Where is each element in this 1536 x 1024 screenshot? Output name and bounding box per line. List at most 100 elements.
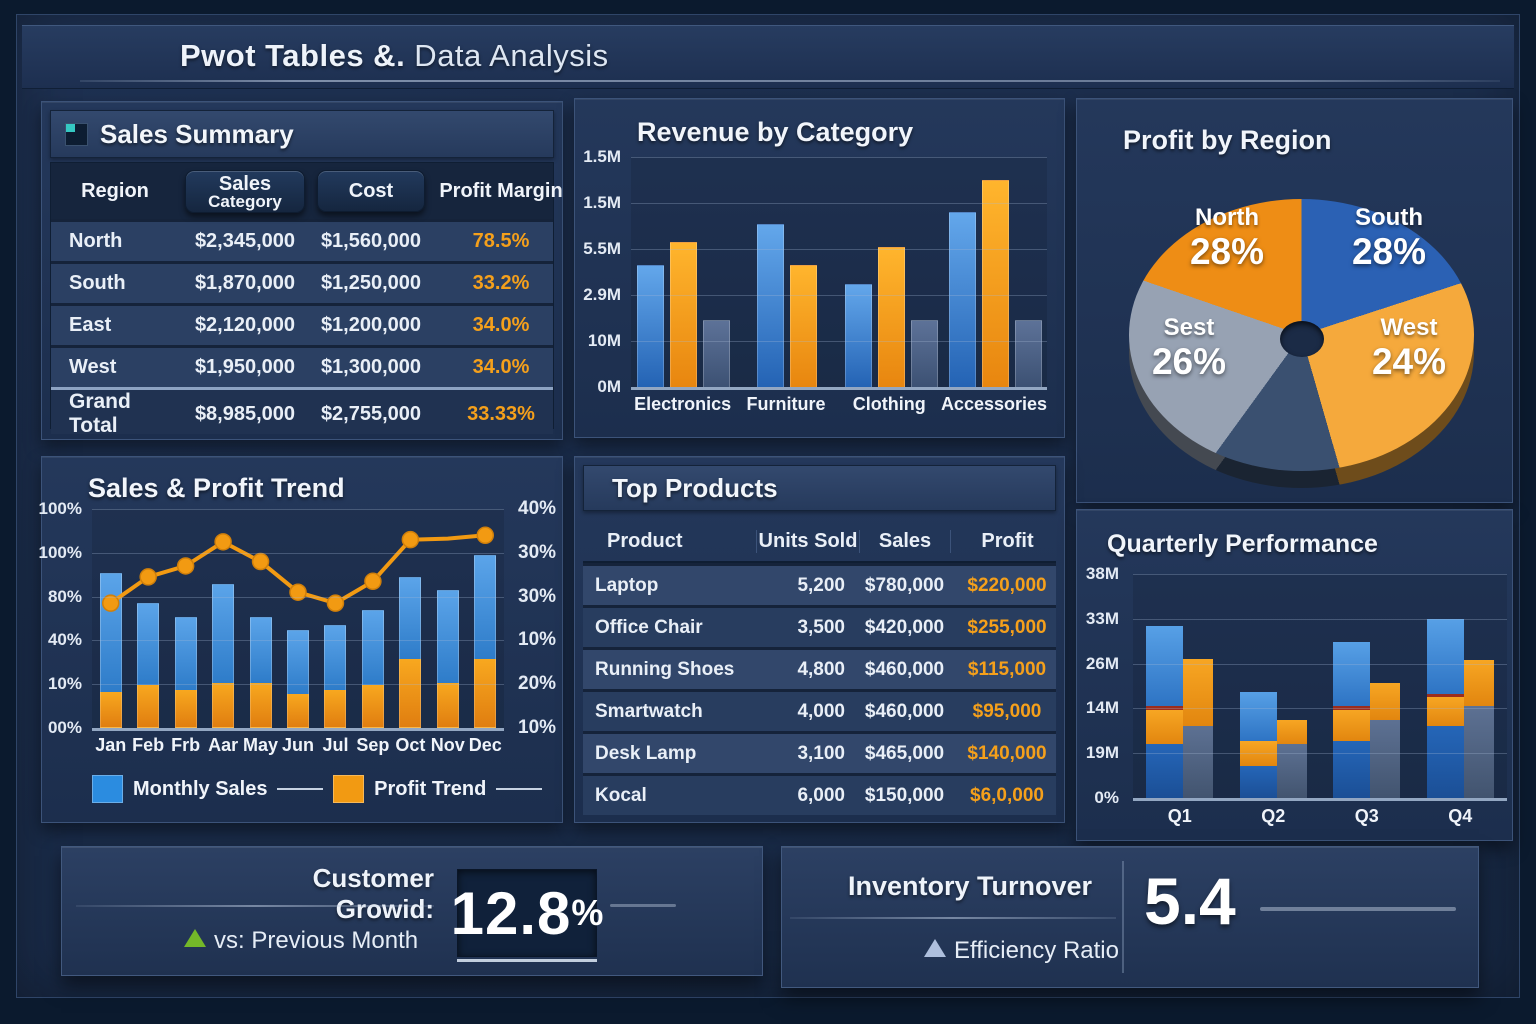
cell-profit: $115,000 xyxy=(967,658,1047,680)
table-row: Laptop 5,200 $780,000 $220,000 xyxy=(583,563,1056,605)
axis-category-label: Clothing xyxy=(852,394,926,414)
bar-segment xyxy=(1276,744,1307,798)
customer-growth-title: Customer Growid: xyxy=(312,863,434,924)
cell-margin: 78.5% xyxy=(472,230,530,252)
top-products-column-headers: Product Units Sold Sales Profit xyxy=(583,521,1056,563)
profit-segment xyxy=(99,691,122,728)
pie-label-name: West xyxy=(1380,314,1438,341)
axis-tick-label: 30% xyxy=(518,541,557,563)
cell-units: 6,000 xyxy=(797,784,845,806)
sales-summary-table: Region Sales Category Cost Profit Margin… xyxy=(50,162,563,437)
bar-orange xyxy=(790,265,817,387)
profit-segment xyxy=(212,683,235,728)
bar-segment xyxy=(1426,693,1464,698)
quarterly-performance-panel: Quarterly Performance 38M 33M 26M 14M 19M 0% … xyxy=(1076,509,1513,841)
table-row: Office Chair 3,500 $420,000 $255,000 xyxy=(583,605,1056,647)
monthly-sales-segment xyxy=(324,625,347,690)
monthly-sales-segment xyxy=(174,616,197,690)
axis-tick-label: 19M xyxy=(1085,743,1119,763)
profit-by-region-panel: Profit by Region North 28% South 28% Ses… xyxy=(1076,98,1513,503)
table-row: Smartwatch 4,000 $460,000 $95,000 xyxy=(583,689,1056,731)
quarterly-y-axis: 38M 33M 26M 14M 19M 0% xyxy=(1077,564,1125,807)
cost-button[interactable]: Cost xyxy=(317,170,425,212)
cell-units: 3,100 xyxy=(797,742,845,764)
sales-category-button[interactable]: Sales Category xyxy=(185,169,305,213)
axis-category-label: Jul xyxy=(322,735,349,755)
axis-category-label: Q3 xyxy=(1354,806,1379,826)
profit-segment xyxy=(361,685,384,728)
profit-segment xyxy=(249,683,272,728)
bar-segment xyxy=(1239,765,1277,798)
gridline xyxy=(1133,753,1507,755)
column-sales: Sales xyxy=(859,529,950,553)
bar-orange xyxy=(877,246,905,387)
pie-label-name: Sest xyxy=(1163,314,1215,341)
bar-segment xyxy=(1333,706,1371,710)
inventory-turnover-card: Inventory Turnover Efficiency Ratio 5.4 xyxy=(781,846,1479,988)
stacked-bar xyxy=(1463,660,1494,798)
bar-segment xyxy=(1333,709,1371,741)
monthly-sales-swatch xyxy=(92,775,123,803)
quarterly-x-axis: Q1 Q2 Q3 Q4 xyxy=(1133,806,1507,827)
stacked-bar xyxy=(361,609,384,728)
gridline xyxy=(1133,618,1507,620)
quarterly-chart-plot xyxy=(1133,574,1507,801)
top-products-panel: Top Products Product Units Sold Sales Pr… xyxy=(574,456,1065,823)
sales-profit-trend-panel: Sales & Profit Trend 100% 100% 80% 40% 10% 00… xyxy=(38,456,563,823)
bar-segment xyxy=(1146,625,1184,707)
cell-margin: 33.2% xyxy=(472,272,530,294)
cell-units: 5,200 xyxy=(797,574,845,596)
cell-sales: $150,000 xyxy=(864,784,945,806)
bar-slot xyxy=(242,616,279,728)
top-products-table: Product Units Sold Sales Profit Laptop 5… xyxy=(583,521,1056,815)
revenue-chart-plot xyxy=(631,157,1047,390)
axis-tick-label: 14M xyxy=(1085,698,1119,718)
table-row: Desk Lamp 3,100 $465,000 $140,000 xyxy=(583,731,1056,773)
dashboard-stage: Pwot Tables &. Data Analysis Sales Summa… xyxy=(16,14,1520,998)
pie-label-value: 24% xyxy=(1371,341,1447,382)
cell-sales: $465,000 xyxy=(864,742,945,764)
axis-tick-label: 38M xyxy=(1085,564,1119,583)
profit-segment xyxy=(474,659,497,728)
header-underline xyxy=(80,80,1500,82)
bar-segment xyxy=(1239,691,1277,741)
monthly-sales-segment xyxy=(399,577,422,660)
pie-label-value: 28% xyxy=(1189,231,1265,272)
bar-slot xyxy=(392,577,429,728)
cell-region: South xyxy=(69,272,126,294)
axis-tick-label: 10% xyxy=(47,674,82,694)
bar-group xyxy=(631,157,735,387)
bar-group xyxy=(1239,691,1307,798)
grand-total-row: Grand Total $8,985,000 $2,755,000 33.33% xyxy=(51,387,553,437)
bar-slate xyxy=(910,320,938,387)
bar-segment xyxy=(1426,697,1464,727)
cell-region: West xyxy=(69,356,117,378)
bar-slot xyxy=(167,616,204,728)
cell-sales: $780,000 xyxy=(864,574,945,596)
axis-category-label: Furniture xyxy=(746,394,826,414)
stacked-bar xyxy=(1239,691,1277,798)
cell-profit: $140,000 xyxy=(967,742,1047,764)
cell-product: Office Chair xyxy=(595,616,703,638)
profit-segment xyxy=(137,685,160,728)
axis-tick-label: 10M xyxy=(587,331,621,350)
table-row: East $2,120,000 $1,200,000 34.0% xyxy=(51,303,553,345)
cell-cost: $1,560,000 xyxy=(320,230,422,252)
bar-slate xyxy=(1014,320,1042,387)
column-region: Region xyxy=(81,179,149,202)
cell-profit: $6,0,000 xyxy=(970,784,1044,806)
cell-margin: 34.0% xyxy=(472,314,530,336)
bar-segment xyxy=(1370,719,1401,798)
axis-tick-label: 100% xyxy=(38,499,82,518)
cell-cost: $1,200,000 xyxy=(320,314,422,336)
bar-segment xyxy=(1183,659,1214,727)
cell-profit: $255,000 xyxy=(967,616,1047,638)
axis-category-label: Q4 xyxy=(1448,806,1473,826)
column-profit-margin: Profit Margin xyxy=(439,179,563,202)
bar-slot xyxy=(467,555,504,728)
bar-blue xyxy=(948,212,976,387)
profit-segment xyxy=(436,683,459,728)
stacked-bar xyxy=(474,555,497,728)
stacked-bar xyxy=(286,629,309,728)
cell-product: Kocal xyxy=(595,784,647,806)
